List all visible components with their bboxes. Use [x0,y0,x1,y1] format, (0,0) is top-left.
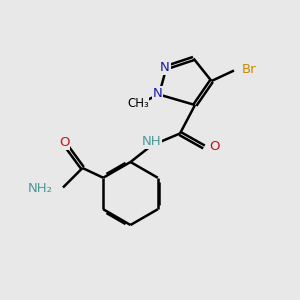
Text: O: O [59,136,70,149]
Text: NH₂: NH₂ [28,182,52,196]
Text: CH₃: CH₃ [127,97,149,110]
Text: N: N [160,61,170,74]
Text: NH: NH [142,135,161,148]
Text: Br: Br [242,62,256,76]
Text: N: N [153,86,162,100]
Text: O: O [209,140,220,154]
